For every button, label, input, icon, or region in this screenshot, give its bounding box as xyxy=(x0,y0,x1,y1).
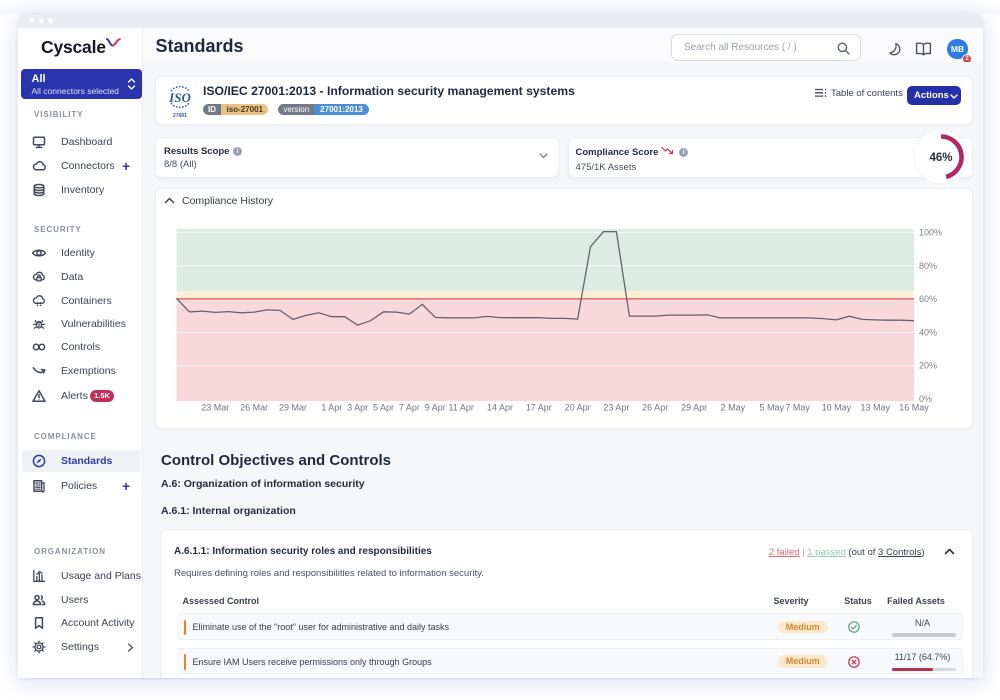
svg-text:14 Apr: 14 Apr xyxy=(487,402,513,412)
svg-text:5 May: 5 May xyxy=(759,402,784,412)
svg-text:2 May: 2 May xyxy=(721,402,746,412)
svg-text:3 Apr: 3 Apr xyxy=(347,402,368,412)
svg-text:20 Apr: 20 Apr xyxy=(565,402,591,412)
svg-text:16 May: 16 May xyxy=(899,402,929,412)
svg-text:11 Apr: 11 Apr xyxy=(449,402,474,412)
svg-text:26 Mar: 26 Mar xyxy=(240,402,268,412)
svg-text:23 Mar: 23 Mar xyxy=(201,402,229,412)
svg-text:9 Apr: 9 Apr xyxy=(425,402,446,412)
svg-text:100%: 100% xyxy=(919,227,942,237)
svg-text:26 Apr: 26 Apr xyxy=(642,402,668,412)
svg-text:27001: 27001 xyxy=(173,113,187,119)
svg-text:5 Apr: 5 Apr xyxy=(373,402,394,412)
svg-text:10 May: 10 May xyxy=(822,402,852,412)
svg-text:17 Apr: 17 Apr xyxy=(526,402,552,412)
svg-text:29 Mar: 29 Mar xyxy=(279,402,307,412)
svg-text:ISO: ISO xyxy=(168,90,191,105)
svg-text:40%: 40% xyxy=(919,327,937,337)
svg-text:13 May: 13 May xyxy=(860,402,890,412)
svg-text:0%: 0% xyxy=(919,394,932,404)
svg-text:20%: 20% xyxy=(919,360,937,370)
svg-text:1 Apr: 1 Apr xyxy=(321,402,342,412)
svg-text:23 Apr: 23 Apr xyxy=(603,402,629,412)
svg-text:60%: 60% xyxy=(919,294,937,304)
svg-text:7 May: 7 May xyxy=(785,402,810,412)
svg-text:46%: 46% xyxy=(929,152,952,164)
svg-text:29 Apr: 29 Apr xyxy=(681,402,707,412)
svg-text:80%: 80% xyxy=(919,260,937,270)
svg-text:7 Apr: 7 Apr xyxy=(399,402,420,412)
